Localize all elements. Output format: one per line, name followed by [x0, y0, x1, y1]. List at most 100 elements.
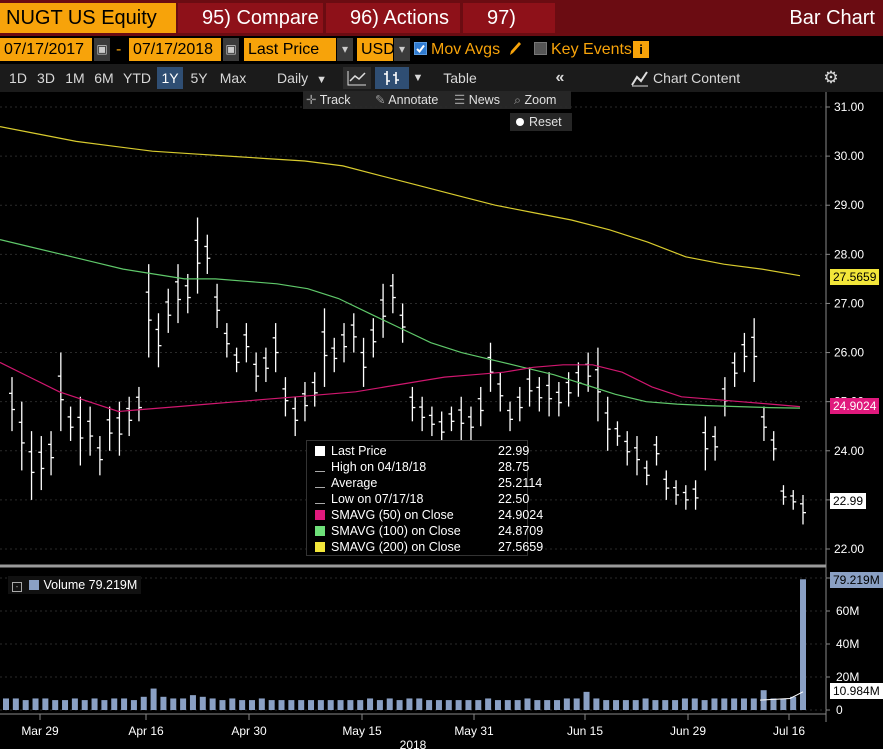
news-icon: ☰ — [454, 93, 466, 107]
volume-bar — [603, 700, 610, 710]
volume-total-tag: 79.219M — [830, 572, 883, 588]
price-tick-label: 26.00 — [834, 346, 864, 360]
volume-bar — [662, 700, 669, 710]
volume-bar — [248, 700, 255, 710]
volume-bar — [554, 700, 561, 710]
calendar-icon[interactable]: ▣ — [223, 38, 239, 61]
news-button[interactable]: ☰ News — [454, 91, 506, 109]
period-5y[interactable]: 5Y — [190, 70, 208, 86]
volume-bar — [209, 698, 216, 710]
calendar-icon[interactable]: ▣ — [94, 38, 110, 61]
ticker-field[interactable]: NUGT US Equity — [0, 3, 176, 33]
volume-bar — [219, 700, 226, 710]
edit-menu[interactable]: 97) Edit ▼ — [463, 3, 555, 59]
period-1m[interactable]: 1M — [65, 70, 85, 86]
volume-bar — [386, 698, 393, 710]
line-chart-icon[interactable] — [343, 67, 371, 89]
table-button[interactable]: Table — [443, 70, 477, 86]
legend-value: 25.2114 — [498, 476, 543, 490]
pencil-icon[interactable] — [507, 40, 523, 61]
volume-bar — [101, 700, 108, 710]
legend-row: High on 04/18/18 28.75 — [315, 459, 529, 475]
sma200-line — [0, 126, 801, 277]
volume-bar — [455, 700, 462, 710]
volume-bar — [327, 700, 334, 710]
price-tick-label: 27.00 — [834, 296, 864, 310]
volume-bar — [652, 700, 659, 710]
volume-bar — [445, 700, 452, 710]
volume-bar — [357, 700, 364, 710]
period-ytd[interactable]: YTD — [123, 70, 151, 86]
volume-bar — [298, 700, 305, 710]
volume-bar — [367, 698, 374, 710]
volume-bar — [770, 698, 777, 710]
volume-bar — [721, 698, 728, 710]
legend-label: Low on 07/17/18 — [331, 492, 424, 506]
volume-bar — [396, 700, 403, 710]
collapse-icon[interactable]: - — [12, 582, 22, 592]
frequency-label: Daily — [277, 70, 309, 86]
collapse-left-icon[interactable]: « — [555, 69, 565, 86]
volume-label: Volume 79.219M — [43, 578, 138, 592]
legend-swatch — [315, 446, 325, 456]
date-tick-label: Jun 15 — [567, 724, 603, 738]
volume-bar — [672, 700, 679, 710]
volume-bar — [52, 700, 59, 710]
chevron-down-icon[interactable]: ▾ — [394, 38, 410, 61]
volume-bar — [239, 700, 246, 710]
chevron-down-icon[interactable]: ▾ — [337, 38, 353, 61]
period-1y[interactable]: 1Y — [157, 67, 183, 89]
key-events-checkbox[interactable] — [534, 42, 547, 55]
volume-bar — [406, 698, 413, 710]
volume-bar — [681, 698, 688, 710]
volume-bar — [750, 698, 757, 710]
date-tick-label: Apr 16 — [128, 724, 164, 738]
price-tick-label: 31.00 — [834, 100, 864, 114]
currency-select[interactable]: USD — [357, 38, 395, 61]
volume-bar — [268, 700, 275, 710]
volume-bar — [544, 700, 551, 710]
date-tick-label: Mar 29 — [21, 724, 59, 738]
period-1d[interactable]: 1D — [9, 70, 27, 86]
period-max[interactable]: Max — [219, 70, 247, 86]
date-separator: - — [116, 41, 122, 58]
volume-bar — [12, 698, 19, 710]
year-label: 2018 — [400, 738, 427, 749]
price-chart[interactable]: 31.0030.0029.0028.0027.0026.0025.0024.00… — [0, 92, 883, 749]
chevron-down-icon[interactable]: ▼ — [412, 72, 424, 84]
annotate-button[interactable]: ✎ Annotate — [375, 91, 445, 109]
track-button[interactable]: ✛ Track — [306, 91, 364, 109]
volume-bar — [22, 700, 29, 710]
chart-content-button[interactable]: Chart Content — [653, 70, 741, 86]
period-6m[interactable]: 6M — [94, 70, 114, 86]
compare-button[interactable]: 95) Compare — [178, 3, 323, 33]
frequency-select[interactable]: Daily ▼ — [272, 67, 332, 89]
volume-bar — [593, 698, 600, 710]
price-tick-label: 28.00 — [834, 247, 864, 261]
reset-button[interactable]: Reset — [510, 113, 572, 131]
volume-bar — [622, 700, 629, 710]
zoom-button[interactable]: ⌕ Zoom — [514, 91, 570, 109]
bar-chart-icon[interactable] — [375, 67, 409, 89]
chart-legend[interactable]: Last Price 22.99 High on 04/18/18 28.75 Aver… — [306, 440, 543, 556]
field-select[interactable]: Last Price — [244, 38, 336, 61]
legend-marker-icon — [315, 482, 325, 488]
volume-bar — [91, 698, 98, 710]
pencil-icon: ✎ — [375, 93, 386, 107]
volume-bar — [632, 700, 639, 710]
actions-menu[interactable]: 96) Actions ▼ — [326, 3, 460, 57]
mov-avgs-checkbox[interactable] — [414, 42, 427, 55]
start-date-field[interactable]: 07/17/2017 — [0, 38, 92, 61]
volume-legend[interactable]: - Volume 79.219M — [8, 576, 142, 594]
volume-bar — [416, 698, 423, 710]
info-icon[interactable]: i — [633, 41, 649, 58]
volume-bar — [573, 698, 580, 710]
period-3d[interactable]: 3D — [37, 70, 55, 86]
end-date-field[interactable]: 07/17/2018 — [129, 38, 221, 61]
volume-bar — [504, 700, 511, 710]
zoom-label: Zoom — [524, 93, 557, 107]
volume-bar — [780, 698, 787, 710]
volume-bar — [613, 700, 620, 710]
volume-bar — [583, 691, 590, 710]
gear-icon[interactable]: ⚙ — [823, 68, 839, 87]
